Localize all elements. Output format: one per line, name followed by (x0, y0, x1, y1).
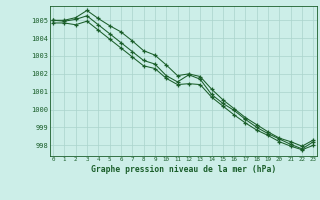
X-axis label: Graphe pression niveau de la mer (hPa): Graphe pression niveau de la mer (hPa) (91, 165, 276, 174)
